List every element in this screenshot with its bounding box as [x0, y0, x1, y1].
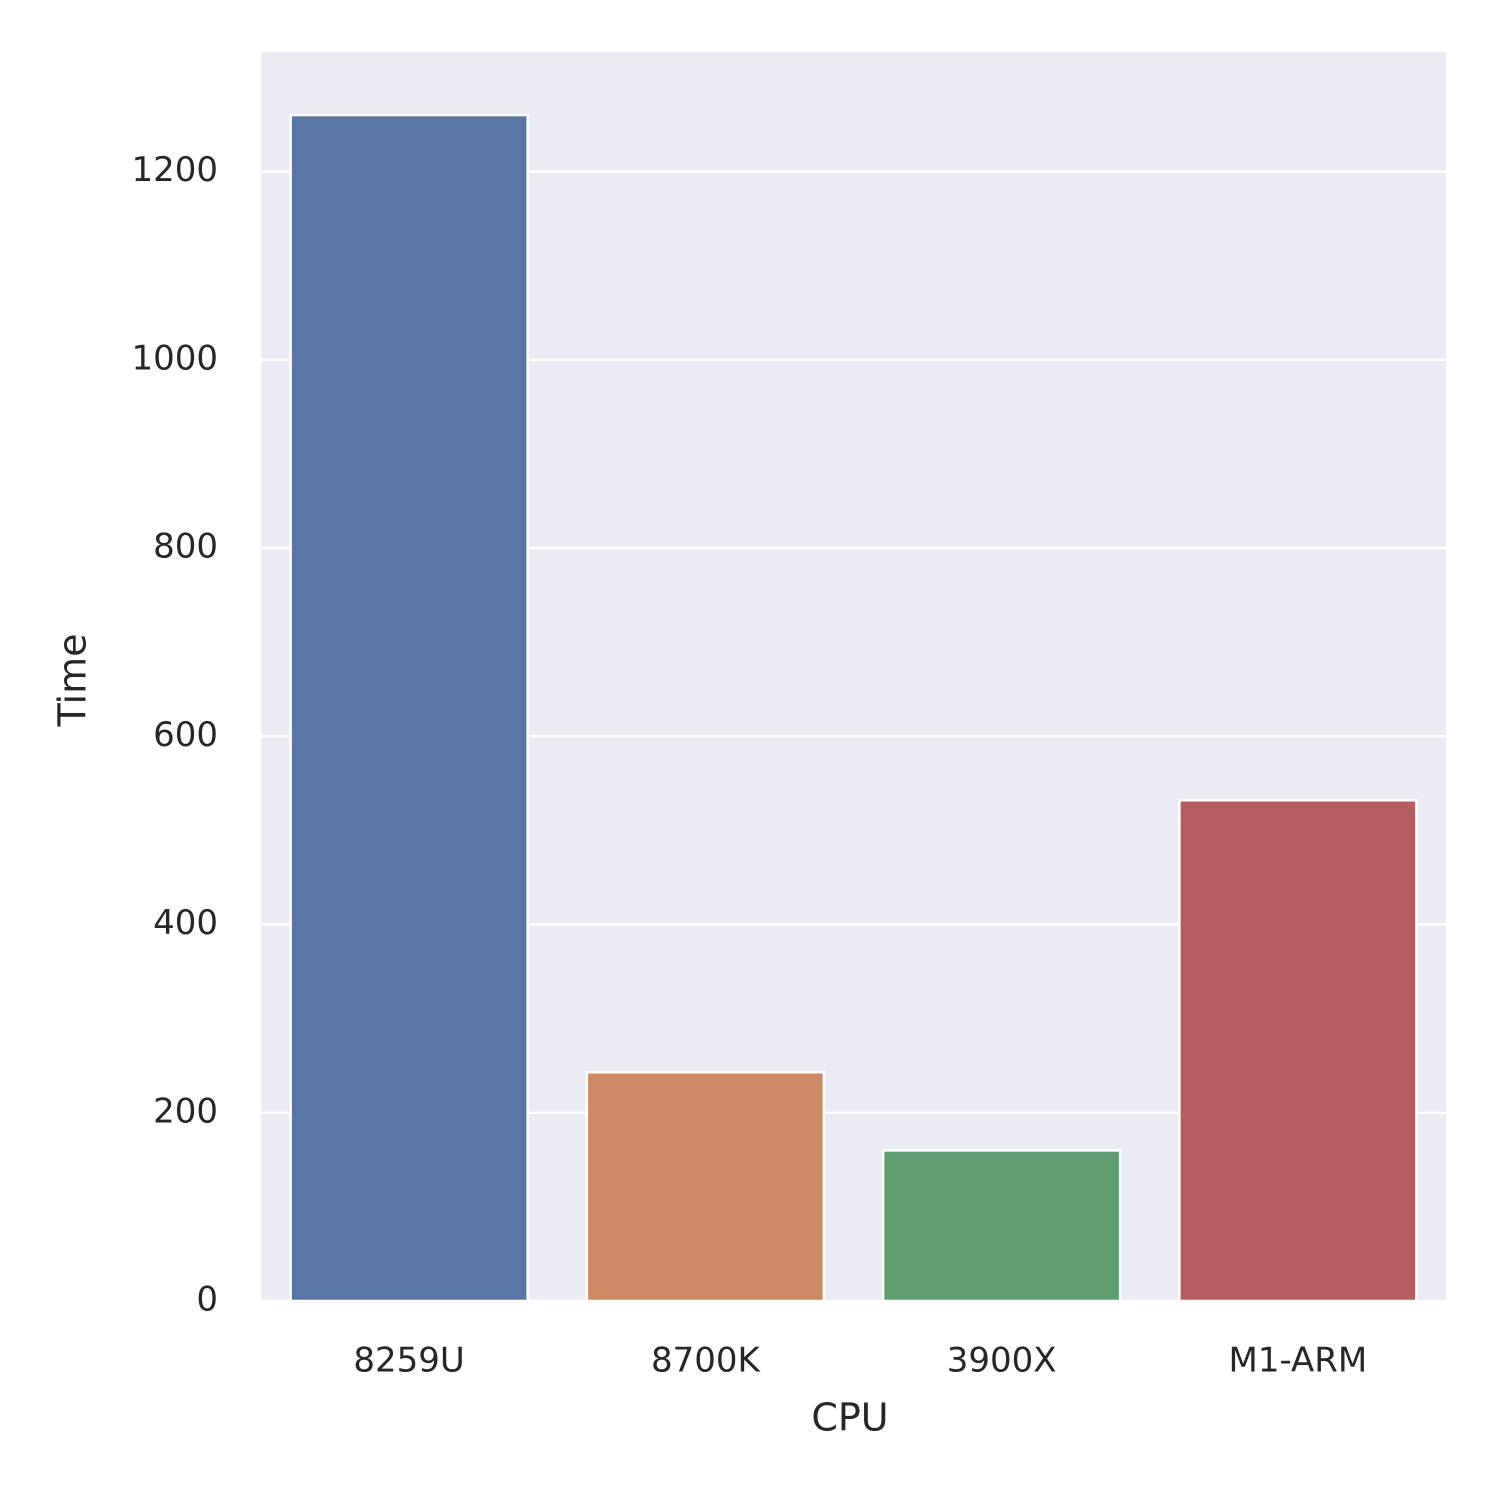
x-tick-label: 3900X	[947, 1341, 1057, 1381]
x-tick-label: 8700K	[651, 1341, 762, 1381]
y-axis-label: Time	[51, 634, 95, 728]
x-tick-label: 8259U	[353, 1341, 464, 1381]
y-tick-label: 400	[153, 903, 218, 943]
y-tick-label: 600	[153, 715, 218, 755]
y-tick-label: 1200	[131, 150, 218, 190]
y-tick-label: 1000	[131, 338, 218, 378]
y-tick-label: 200	[153, 1091, 218, 1131]
x-tick-label: M1-ARM	[1229, 1341, 1368, 1381]
x-axis-label: CPU	[811, 1396, 888, 1440]
bar	[585, 1071, 826, 1303]
y-tick-label: 800	[153, 527, 218, 567]
bars	[289, 113, 1418, 1303]
bar	[1178, 799, 1418, 1303]
y-tick-label: 0	[196, 1280, 218, 1320]
bar	[289, 113, 529, 1303]
bar	[881, 1149, 1122, 1303]
